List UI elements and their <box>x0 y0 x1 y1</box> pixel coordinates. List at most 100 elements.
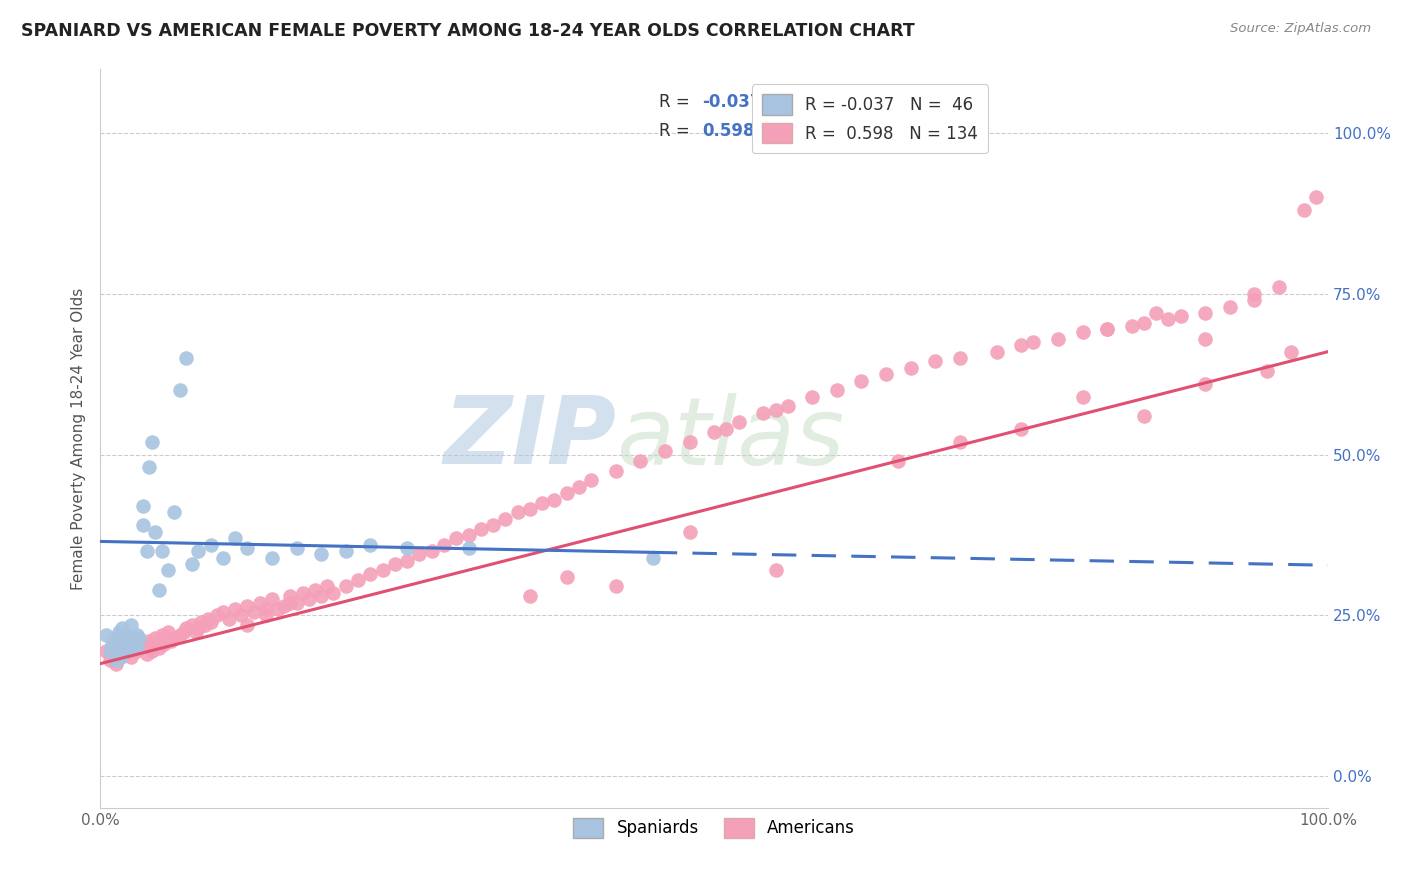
Point <box>236 541 259 555</box>
Point <box>316 579 339 593</box>
Point <box>482 518 505 533</box>
Point <box>359 538 381 552</box>
Point <box>1095 322 1118 336</box>
Point <box>156 563 179 577</box>
Point <box>703 425 725 439</box>
Point <box>160 634 183 648</box>
Point <box>187 544 209 558</box>
Point <box>949 351 972 365</box>
Point <box>107 644 129 658</box>
Point <box>285 541 308 555</box>
Point <box>145 524 167 539</box>
Point <box>120 650 142 665</box>
Point <box>519 502 541 516</box>
Point <box>156 624 179 639</box>
Point <box>98 653 121 667</box>
Point <box>1121 318 1143 333</box>
Point <box>654 444 676 458</box>
Point <box>124 634 146 648</box>
Point <box>254 602 277 616</box>
Point <box>197 612 219 626</box>
Point <box>1256 364 1278 378</box>
Point <box>105 657 128 671</box>
Point <box>96 628 118 642</box>
Point <box>304 582 326 597</box>
Point <box>224 531 246 545</box>
Text: Source: ZipAtlas.com: Source: ZipAtlas.com <box>1230 22 1371 36</box>
Point <box>212 550 235 565</box>
Point <box>108 650 131 665</box>
Point <box>949 434 972 449</box>
Point <box>104 647 127 661</box>
Point <box>114 647 136 661</box>
Point <box>727 416 749 430</box>
Point <box>543 492 565 507</box>
Point <box>1133 409 1156 423</box>
Point <box>1243 293 1265 307</box>
Point <box>115 634 138 648</box>
Point <box>249 596 271 610</box>
Point <box>96 644 118 658</box>
Point <box>153 637 176 651</box>
Point <box>150 544 173 558</box>
Point <box>605 464 627 478</box>
Point <box>433 538 456 552</box>
Point <box>506 506 529 520</box>
Point <box>145 631 167 645</box>
Point <box>260 550 283 565</box>
Point <box>752 406 775 420</box>
Point <box>141 434 163 449</box>
Point <box>120 631 142 645</box>
Point <box>141 644 163 658</box>
Point <box>125 631 148 645</box>
Point <box>776 400 799 414</box>
Text: R =: R = <box>659 93 695 111</box>
Point <box>181 557 204 571</box>
Legend: Spaniards, Americans: Spaniards, Americans <box>567 811 862 845</box>
Point <box>128 640 150 655</box>
Point <box>132 518 155 533</box>
Point <box>1243 286 1265 301</box>
Point <box>115 644 138 658</box>
Point <box>1194 376 1216 391</box>
Point <box>291 586 314 600</box>
Point <box>1219 300 1241 314</box>
Point <box>309 589 332 603</box>
Point <box>568 480 591 494</box>
Point <box>359 566 381 581</box>
Point <box>457 541 479 555</box>
Point <box>630 454 652 468</box>
Point <box>470 522 492 536</box>
Point <box>1010 422 1032 436</box>
Point <box>125 644 148 658</box>
Point <box>110 650 132 665</box>
Point <box>285 596 308 610</box>
Point <box>125 628 148 642</box>
Point <box>1194 332 1216 346</box>
Text: N =: N = <box>786 93 823 111</box>
Point <box>260 592 283 607</box>
Point <box>267 602 290 616</box>
Point <box>231 608 253 623</box>
Point <box>396 541 419 555</box>
Text: ZIP: ZIP <box>443 392 616 484</box>
Point <box>190 615 212 629</box>
Point <box>110 640 132 655</box>
Point <box>173 624 195 639</box>
Point <box>1071 390 1094 404</box>
Point <box>200 615 222 629</box>
Point <box>1268 280 1291 294</box>
Point <box>187 621 209 635</box>
Point <box>205 608 228 623</box>
Point <box>1022 334 1045 349</box>
Point <box>1010 338 1032 352</box>
Text: 46: 46 <box>828 93 852 111</box>
Point <box>114 640 136 655</box>
Point <box>347 573 370 587</box>
Point <box>924 354 946 368</box>
Point <box>169 628 191 642</box>
Point <box>135 647 157 661</box>
Point <box>420 544 443 558</box>
Point <box>280 589 302 603</box>
Point <box>254 608 277 623</box>
